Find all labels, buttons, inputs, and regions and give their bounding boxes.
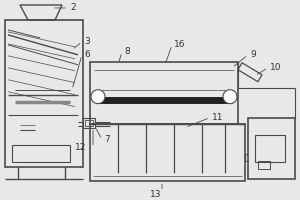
Text: 3: 3 xyxy=(84,37,90,46)
Bar xyxy=(5,20,83,167)
Text: 16: 16 xyxy=(174,40,185,49)
Text: 2: 2 xyxy=(70,3,76,12)
Bar xyxy=(90,62,238,124)
Bar xyxy=(90,124,245,181)
Text: 7: 7 xyxy=(104,135,110,144)
Text: 10: 10 xyxy=(270,63,281,72)
Text: 9: 9 xyxy=(250,50,256,59)
Bar xyxy=(248,118,295,179)
Bar xyxy=(255,135,285,162)
Circle shape xyxy=(91,90,105,104)
Text: 6: 6 xyxy=(84,50,90,59)
Bar xyxy=(12,145,70,162)
Text: 13: 13 xyxy=(150,190,161,199)
Bar xyxy=(258,161,270,169)
Circle shape xyxy=(223,90,237,104)
Bar xyxy=(85,120,93,126)
Text: 8: 8 xyxy=(124,47,130,56)
Text: 11: 11 xyxy=(212,113,224,122)
Text: 12: 12 xyxy=(75,143,86,152)
Bar xyxy=(83,118,95,128)
